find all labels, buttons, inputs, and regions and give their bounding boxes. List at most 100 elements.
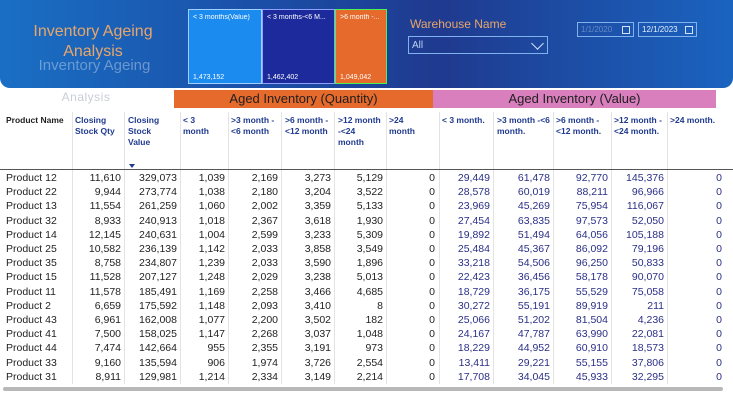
table-row[interactable]: Product 41 7,500 158,025 1,147 2,268 3,037 1,0… <box>0 327 733 341</box>
cell-product-name: Product 31 <box>6 370 57 383</box>
col-header-val-12-24[interactable]: >12 month -<24 month. <box>614 115 662 136</box>
horizontal-scrollbar[interactable] <box>3 387 723 391</box>
table-cell: 0 <box>716 257 722 270</box>
table-cell: 18,573 <box>631 342 664 355</box>
table-cell: 0 <box>429 200 435 213</box>
table-cell: 45,933 <box>575 370 608 383</box>
table-cell: 0 <box>716 285 722 298</box>
kpi-card-3-6-value[interactable]: < 3 months-<6 M... 1,462,402 <box>262 9 335 84</box>
column-divider <box>439 112 440 384</box>
table-row[interactable]: Product 2 6,659 175,592 1,148 2,093 3,410 8 0 30… <box>0 299 733 313</box>
start-date-input[interactable]: 1/1/2020 <box>577 22 634 37</box>
table-cell: 23,969 <box>457 200 490 213</box>
table-cell: 55,155 <box>575 356 608 369</box>
table-cell: 90,070 <box>631 271 664 284</box>
warehouse-dropdown[interactable]: All <box>408 36 548 54</box>
table-cell: 0 <box>716 228 722 241</box>
table-cell: 7,474 <box>94 342 121 355</box>
table-cell: 3,233 <box>304 228 331 241</box>
warehouse-selected-value: All <box>412 40 424 51</box>
table-row[interactable]: Product 33 9,160 135,594 906 1,974 3,726 2,554… <box>0 356 733 370</box>
table-cell: 0 <box>716 356 722 369</box>
table-cell: 3,590 <box>304 257 331 270</box>
col-header-qty-6-12[interactable]: >6 month -<12 month <box>285 115 329 136</box>
table-cell: 6,961 <box>94 314 121 326</box>
table-cell: 158,025 <box>139 328 177 341</box>
table-cell: 51,202 <box>517 314 550 326</box>
table-row[interactable]: Product 31 8,911 129,981 1,214 2,334 3,149 2,2… <box>0 370 733 384</box>
table-row[interactable]: Product 32 8,933 240,913 1,018 2,367 3,618 1,9… <box>0 214 733 228</box>
col-header-val-lt3[interactable]: < 3 month. <box>442 115 485 125</box>
table-cell: 0 <box>716 328 722 341</box>
col-header-val-gt24[interactable]: >24 month. <box>670 115 716 125</box>
table-row[interactable]: Product 25 10,582 236,139 1,142 2,033 3,858 3,… <box>0 242 733 256</box>
table-cell: 973 <box>365 342 383 355</box>
table-row[interactable]: Product 14 12,145 240,631 1,004 2,599 3,233 5,… <box>0 228 733 242</box>
kpi-card-gt6-value[interactable]: >6 month -... 1,049,042 <box>335 9 387 84</box>
table-cell: 63,990 <box>575 328 608 341</box>
col-header-closing-value[interactable]: Closing Stock Value <box>128 115 160 147</box>
col-header-qty-12-24[interactable]: >12 month -<24 month <box>338 115 381 147</box>
column-divider <box>611 112 612 384</box>
sort-descending-icon[interactable] <box>129 164 135 168</box>
table-row[interactable]: Product 12 11,610 329,073 1,039 2,169 3,273 5,… <box>0 171 733 185</box>
band-aged-value: Aged Inventory (Value) <box>433 90 716 108</box>
end-date-input[interactable]: 12/1/2023 <box>638 22 697 37</box>
table-cell: 0 <box>716 342 722 355</box>
table-cell: 32,295 <box>631 370 664 383</box>
table-cell: 0 <box>429 285 435 298</box>
table-cell: 0 <box>716 186 722 199</box>
table-row[interactable]: Product 11 11,578 185,491 1,169 2,258 3,466 4,… <box>0 285 733 299</box>
table-cell: 955 <box>207 342 225 355</box>
table-cell: 9,944 <box>94 186 121 199</box>
calendar-icon[interactable] <box>622 26 630 34</box>
table-cell: 11,578 <box>89 285 121 298</box>
kpi-card-title: < 3 months-<6 M... <box>267 14 326 21</box>
table-cell: 3,191 <box>304 342 331 355</box>
kpi-card-value: 1,049,042 <box>340 74 372 81</box>
table-cell: 0 <box>716 314 722 326</box>
table-cell: 3,502 <box>304 314 331 326</box>
table-cell: 11,528 <box>89 271 121 284</box>
table-cell: 60,910 <box>575 342 608 355</box>
col-header-qty-lt3[interactable]: < 3 month <box>183 115 209 136</box>
table-cell: 3,726 <box>304 356 331 369</box>
table-row[interactable]: Product 43 6,961 162,008 1,077 2,200 3,502 182… <box>0 313 733 327</box>
page-title: Inventory Ageing Analysis <box>33 23 153 60</box>
table-cell: 17,708 <box>457 370 490 383</box>
table-cell: 1,004 <box>198 228 225 241</box>
col-header-qty-gt24[interactable]: >24 month <box>389 115 415 136</box>
table-cell: 5,133 <box>356 200 383 213</box>
table-row[interactable]: Product 13 11,554 261,259 1,060 2,002 3,359 5,… <box>0 199 733 213</box>
table-cell: 116,067 <box>626 200 664 213</box>
table-cell: 3,549 <box>356 243 383 255</box>
col-header-closing-qty[interactable]: Closing Stock Qty <box>75 115 115 136</box>
table-row[interactable]: Product 44 7,474 142,664 955 2,355 3,191 973 0 1… <box>0 341 733 355</box>
col-header-val-3-6[interactable]: >3 month -<6 month. <box>497 115 550 136</box>
table-cell: 58,178 <box>575 271 608 284</box>
calendar-icon[interactable] <box>685 26 693 34</box>
col-header-qty-3-6[interactable]: >3 month -<6 month <box>231 115 275 136</box>
col-header-product[interactable]: Product Name <box>6 115 64 125</box>
col-header-val-6-12[interactable]: >6 month -<12 month. <box>556 115 602 136</box>
cell-product-name: Product 35 <box>6 257 57 270</box>
table-cell: 0 <box>429 257 435 270</box>
table-cell: 3,466 <box>304 285 331 298</box>
column-divider <box>180 112 181 384</box>
table-cell: 1,214 <box>198 370 225 383</box>
table-row[interactable]: Product 35 8,758 234,807 1,239 2,033 3,590 1,8… <box>0 256 733 270</box>
table-cell: 1,048 <box>356 328 383 341</box>
table-cell: 28,578 <box>457 186 490 199</box>
table-cell: 3,858 <box>304 243 331 255</box>
table-cell: 207,127 <box>139 271 177 284</box>
table-cell: 3,273 <box>304 172 331 184</box>
ghost-title-text: Analysis <box>61 90 111 104</box>
start-date-value: 1/1/2020 <box>581 25 613 34</box>
kpi-card-lt3-value[interactable]: < 3 months(Value) 1,473,152 <box>188 9 262 84</box>
table-row[interactable]: Product 15 11,528 207,127 1,248 2,029 3,238 5,… <box>0 270 733 284</box>
table-cell: 75,954 <box>575 200 608 213</box>
table-row[interactable]: Product 22 9,944 273,774 1,038 2,180 3,204 3,5… <box>0 185 733 199</box>
table-cell: 162,008 <box>139 314 177 326</box>
cell-product-name: Product 41 <box>6 328 57 341</box>
table-cell: 0 <box>429 228 435 241</box>
